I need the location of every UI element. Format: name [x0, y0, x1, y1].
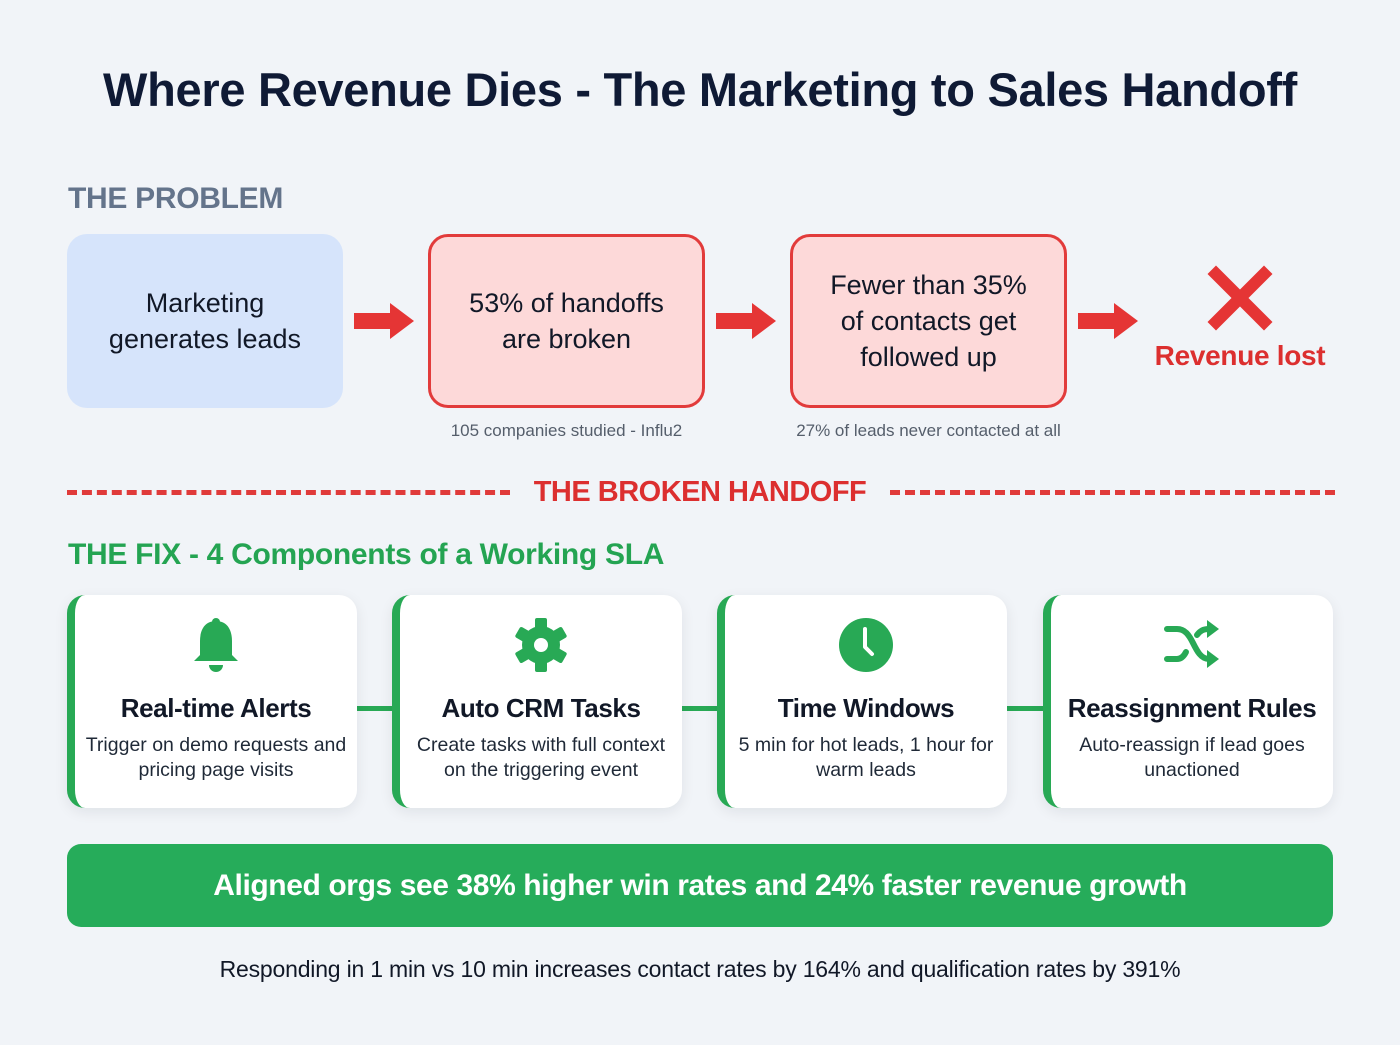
card-description: Auto-reassign if lead goes unactioned: [1079, 734, 1305, 781]
step-text: 53% of handoffs are broken: [469, 288, 664, 354]
step-text: Marketing generates leads: [108, 288, 302, 354]
problem-section-label: THE PROBLEM: [68, 182, 284, 215]
step-caption: 105 companies studied - Influ2: [450, 421, 683, 440]
footnote: Responding in 1 min vs 10 min increases …: [219, 956, 1181, 982]
card-description: 5 min for hot leads, 1 hour for warm lea…: [738, 734, 994, 781]
card-connector: [357, 706, 393, 711]
step-text: Fewer than 35% of contacts get followed …: [830, 270, 1027, 372]
card-description: Trigger on demo requests and pricing pag…: [85, 734, 347, 781]
arrow-right-icon: [354, 303, 414, 339]
dashed-divider-left: [67, 490, 510, 495]
card-title: Auto CRM Tasks: [441, 693, 641, 723]
arrow-right-icon: [1078, 303, 1138, 339]
step-marketing-generates-leads: Marketing generates leads: [67, 234, 343, 408]
fix-section-label: THE FIX - 4 Components of a Working SLA: [68, 538, 665, 571]
card-title: Real-time Alerts: [120, 693, 312, 723]
x-icon: [1207, 265, 1273, 331]
step-broken-handoffs: 53% of handoffs are broken: [428, 234, 705, 408]
card-connector: [1007, 706, 1043, 711]
shuffle-icon: [1164, 620, 1219, 668]
component-card-time-windows: Time Windows 5 min for hot leads, 1 hour…: [717, 595, 1007, 808]
dashed-divider-right: [890, 490, 1335, 495]
component-card-auto-crm-tasks: Auto CRM Tasks Create tasks with full co…: [392, 595, 682, 808]
card-title: Time Windows: [777, 693, 955, 723]
component-card-reassignment-rules: Reassignment Rules Auto-reassign if lead…: [1043, 595, 1333, 808]
card-title: Reassignment Rules: [1067, 693, 1317, 723]
revenue-lost-label: Revenue lost: [1154, 340, 1326, 371]
step-contacts-followed-up: Fewer than 35% of contacts get followed …: [790, 234, 1067, 408]
arrow-right-icon: [716, 303, 776, 339]
banner-text: Aligned orgs see 38% higher win rates an…: [213, 868, 1187, 902]
results-banner: Aligned orgs see 38% higher win rates an…: [67, 844, 1333, 927]
page-title: Where Revenue Dies - The Marketing to Sa…: [103, 63, 1297, 116]
step-caption: 27% of leads never contacted at all: [796, 421, 1061, 440]
gear-icon: [515, 618, 567, 672]
card-description: Create tasks with full context on the tr…: [416, 734, 666, 781]
broken-handoff-label: THE BROKEN HANDOFF: [533, 476, 867, 508]
component-card-realtime-alerts: Real-time Alerts Trigger on demo request…: [67, 595, 357, 808]
card-connector: [682, 706, 718, 711]
clock-icon: [839, 618, 893, 672]
bell-icon: [194, 618, 238, 672]
